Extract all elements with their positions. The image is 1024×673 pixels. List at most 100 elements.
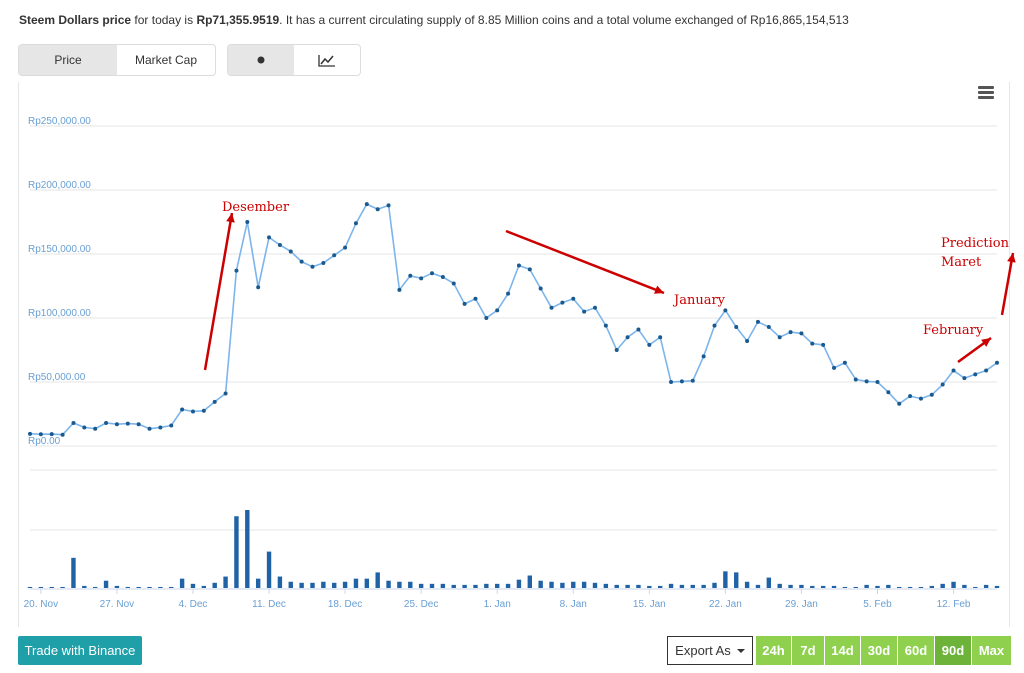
price-point[interactable] <box>712 323 717 328</box>
export-as-button[interactable]: Export As <box>667 636 753 665</box>
price-point[interactable] <box>755 319 760 324</box>
price-point[interactable] <box>625 335 630 340</box>
price-point[interactable] <box>245 220 250 224</box>
price-point[interactable] <box>799 331 804 336</box>
price-point[interactable] <box>973 372 978 377</box>
tab-price[interactable]: Price <box>19 45 117 75</box>
price-point[interactable] <box>745 339 750 344</box>
price-point[interactable] <box>38 432 43 437</box>
price-point[interactable] <box>419 276 424 281</box>
price-point[interactable] <box>918 396 923 401</box>
price-point[interactable] <box>995 360 999 365</box>
price-point[interactable] <box>49 432 54 437</box>
price-point[interactable] <box>777 335 782 340</box>
price-point[interactable] <box>136 422 141 427</box>
price-point[interactable] <box>93 426 98 431</box>
price-point[interactable] <box>288 249 293 254</box>
dot-view-button[interactable] <box>228 45 294 75</box>
price-point[interactable] <box>332 253 337 258</box>
price-point[interactable] <box>842 360 847 365</box>
range-60d[interactable]: 60d <box>898 636 934 665</box>
price-point[interactable] <box>951 368 956 373</box>
price-point[interactable] <box>788 330 793 335</box>
price-point[interactable] <box>169 423 174 428</box>
price-point[interactable] <box>897 401 902 406</box>
price-point[interactable] <box>984 368 989 373</box>
price-point[interactable] <box>679 379 684 384</box>
price-point[interactable] <box>451 281 456 286</box>
price-point[interactable] <box>277 243 282 248</box>
price-point[interactable] <box>495 308 500 313</box>
price-point[interactable] <box>734 324 739 329</box>
price-point[interactable] <box>223 391 228 396</box>
price-point[interactable] <box>267 235 272 240</box>
price-point[interactable] <box>310 264 315 269</box>
price-point[interactable] <box>832 365 837 370</box>
range-14d[interactable]: 14d <box>825 636 860 665</box>
price-point[interactable] <box>125 421 130 426</box>
price-point[interactable] <box>940 382 945 387</box>
price-point[interactable] <box>375 207 380 212</box>
price-point[interactable] <box>614 348 619 352</box>
price-point[interactable] <box>104 420 109 425</box>
price-point[interactable] <box>321 260 326 265</box>
price-point[interactable] <box>636 327 641 332</box>
price-point[interactable] <box>538 286 543 291</box>
price-point[interactable] <box>506 291 511 296</box>
price-point[interactable] <box>864 379 869 384</box>
price-point[interactable] <box>592 305 597 310</box>
price-point[interactable] <box>386 203 391 208</box>
price-point[interactable] <box>853 377 858 382</box>
price-point[interactable] <box>571 296 576 301</box>
price-point[interactable] <box>560 300 565 305</box>
range-90d[interactable]: 90d <box>935 636 971 665</box>
price-point[interactable] <box>810 341 815 346</box>
price-point[interactable] <box>114 422 119 427</box>
range-max[interactable]: Max <box>972 636 1011 665</box>
trade-with-binance-button[interactable]: Trade with Binance <box>18 636 142 665</box>
price-point[interactable] <box>212 399 217 404</box>
price-point[interactable] <box>908 394 913 399</box>
line-chart-view-button[interactable] <box>294 45 360 75</box>
price-point[interactable] <box>180 407 185 412</box>
price-point[interactable] <box>647 342 652 347</box>
price-point[interactable] <box>549 305 554 310</box>
price-point[interactable] <box>353 221 358 226</box>
price-point[interactable] <box>190 409 195 414</box>
price-point[interactable] <box>158 425 163 430</box>
price-point[interactable] <box>690 378 695 383</box>
price-point[interactable] <box>723 308 728 313</box>
hamburger-menu-icon[interactable] <box>978 84 996 100</box>
price-point[interactable] <box>473 296 478 301</box>
range-7d[interactable]: 7d <box>792 636 824 665</box>
price-point[interactable] <box>397 287 402 292</box>
price-point[interactable] <box>430 271 435 276</box>
price-point[interactable] <box>516 263 521 268</box>
price-point[interactable] <box>603 323 608 328</box>
price-point[interactable] <box>147 426 152 431</box>
price-point[interactable] <box>766 324 771 329</box>
price-point[interactable] <box>299 259 304 264</box>
price-point[interactable] <box>201 408 206 413</box>
price-point[interactable] <box>658 335 663 340</box>
price-point[interactable] <box>582 309 587 314</box>
price-point[interactable] <box>71 420 76 425</box>
price-point[interactable] <box>527 267 532 272</box>
price-point[interactable] <box>929 392 934 397</box>
price-point[interactable] <box>364 202 369 207</box>
price-point[interactable] <box>60 432 65 437</box>
price-point[interactable] <box>875 380 880 384</box>
price-point[interactable] <box>343 245 348 250</box>
price-point[interactable] <box>962 376 967 381</box>
price-point[interactable] <box>440 275 445 280</box>
price-point[interactable] <box>462 301 467 306</box>
price-point[interactable] <box>234 268 239 273</box>
price-point[interactable] <box>886 390 891 395</box>
price-point[interactable] <box>28 431 32 436</box>
price-point[interactable] <box>701 354 706 359</box>
price-point[interactable] <box>484 316 489 320</box>
price-point[interactable] <box>821 342 826 347</box>
price-point[interactable] <box>669 380 674 384</box>
range-24h[interactable]: 24h <box>756 636 791 665</box>
tab-market-cap[interactable]: Market Cap <box>134 53 198 67</box>
